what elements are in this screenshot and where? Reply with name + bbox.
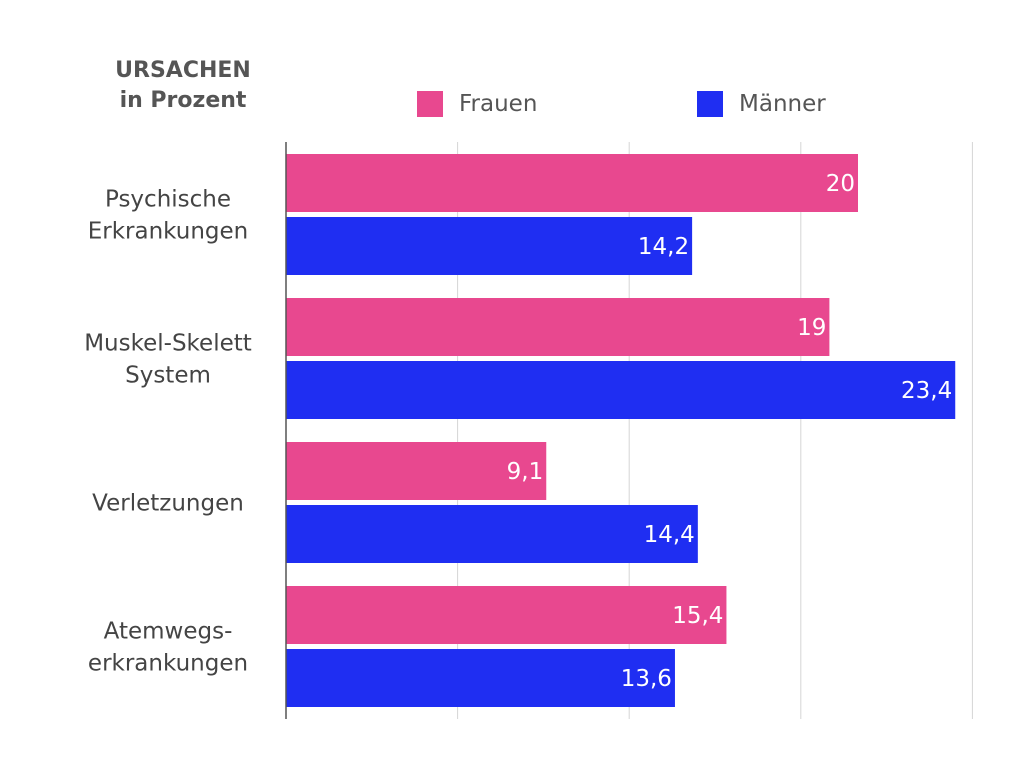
- legend-swatch-frauen: [417, 91, 443, 117]
- chart-heading: URSACHEN in Prozent: [60, 56, 306, 116]
- value-label: 15,4: [672, 603, 723, 629]
- bar-frauen: [286, 586, 727, 644]
- legend-item-frauen: Frauen: [417, 89, 537, 119]
- bar-maenner: [286, 649, 675, 707]
- legend-label-frauen: Frauen: [459, 91, 538, 117]
- bar-frauen: [286, 154, 858, 212]
- legend-label-maenner: Männer: [739, 91, 826, 117]
- bar-maenner: [286, 505, 698, 563]
- legend-item-maenner: Männer: [697, 89, 826, 119]
- value-label: 9,1: [507, 459, 544, 485]
- chart-subtitle: in Prozent: [119, 88, 247, 113]
- bar-maenner: [286, 361, 956, 419]
- category-label: Verletzungen: [92, 491, 244, 517]
- value-label: 14,4: [644, 522, 695, 548]
- bar-frauen: [286, 442, 547, 500]
- legend-swatch-maenner: [697, 91, 723, 117]
- category-label: Psychische Erkrankungen: [88, 187, 249, 245]
- bar-maenner: [286, 217, 693, 275]
- category-label: Muskel-Skelett System: [84, 331, 252, 389]
- value-label: 23,4: [901, 378, 952, 404]
- category-label: Atemwegs-erkrankungen: [88, 619, 248, 677]
- value-label: 20: [826, 171, 855, 197]
- value-label: 13,6: [621, 666, 672, 692]
- bar-frauen: [286, 298, 830, 356]
- chart-title: URSACHEN: [115, 58, 251, 83]
- value-label: 14,2: [638, 234, 689, 260]
- value-label: 19: [797, 315, 826, 341]
